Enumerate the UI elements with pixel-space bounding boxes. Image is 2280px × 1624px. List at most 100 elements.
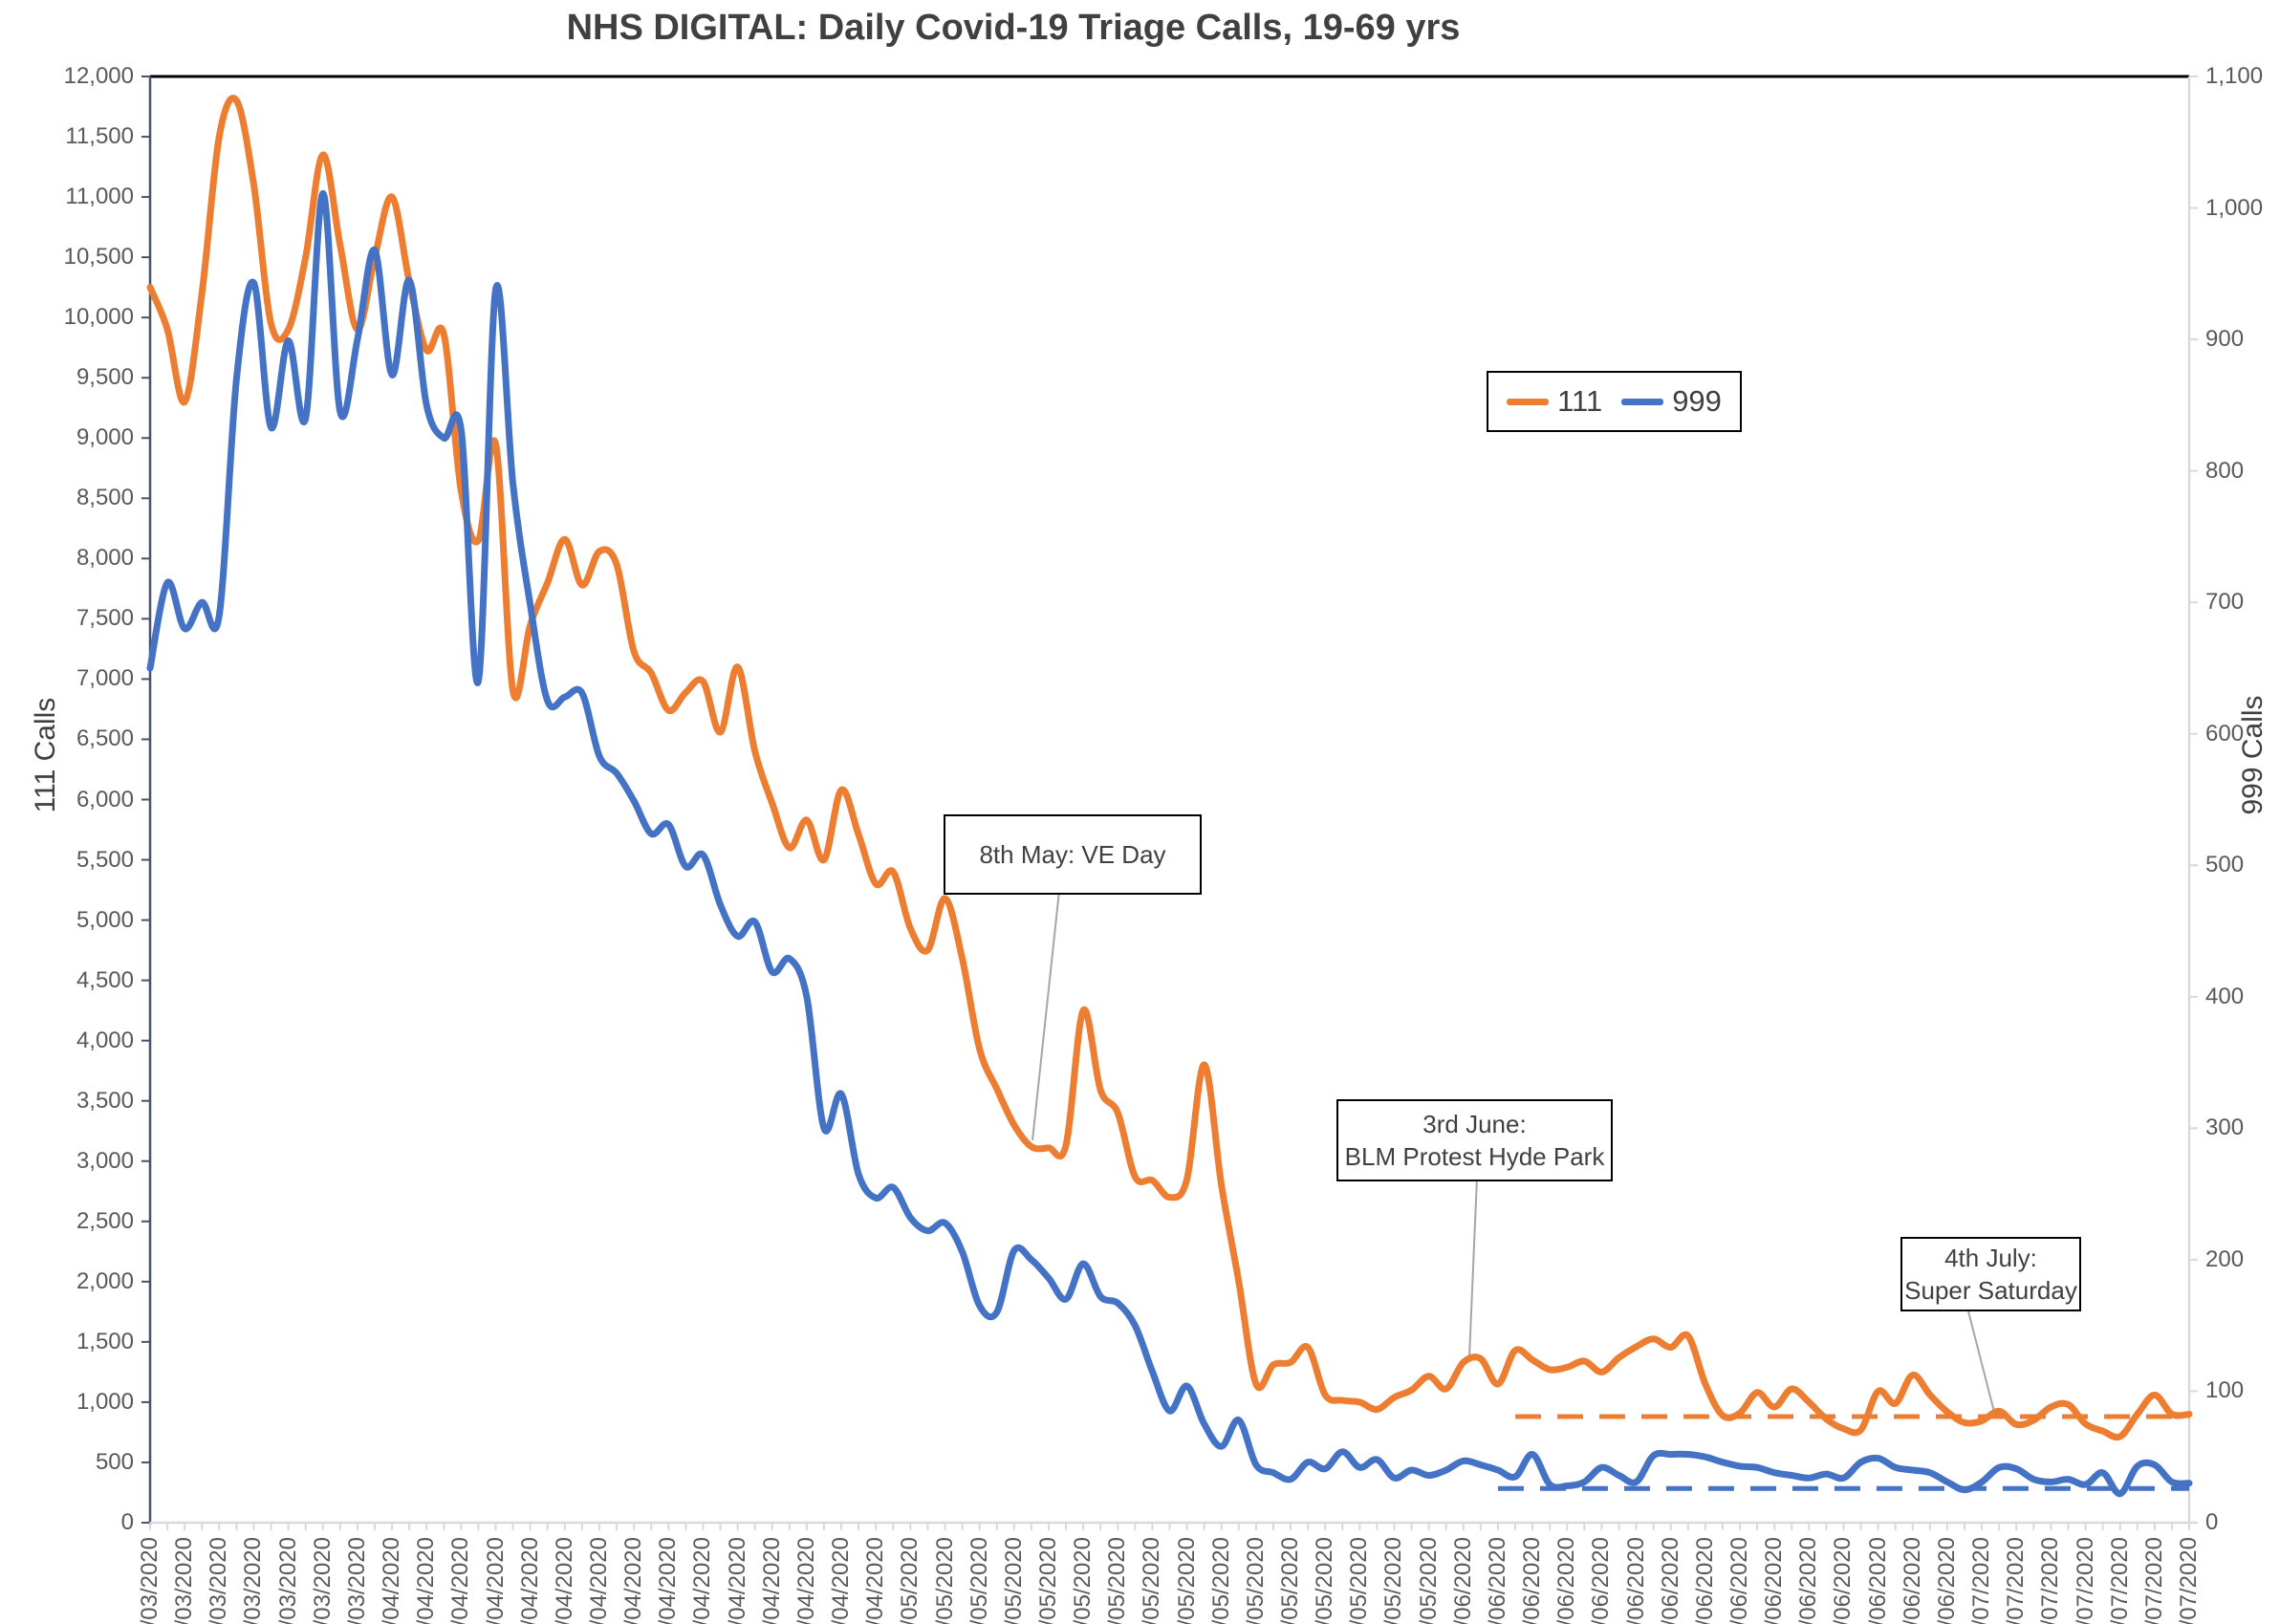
legend-item-111: 111 [1507,384,1602,419]
x-axis-tick-label: 21/04/2020 [724,1537,750,1624]
x-axis-tick-label: 31/05/2020 [1415,1537,1442,1624]
x-axis-tick-label: 04/07/2020 [2003,1537,2030,1624]
annotation-blm-protest: 3rd June: BLM Protest Hyde Park [1336,1099,1613,1181]
left-axis-tick-label: 10,000 [63,304,134,331]
x-axis-tick-label: 06/06/2020 [1519,1537,1546,1624]
x-axis-tick-label: 24/03/2020 [240,1537,267,1624]
x-axis-tick-label: 03/04/2020 [413,1537,440,1624]
left-axis-tick-label: 2,000 [76,1267,134,1294]
annotation-blm-protest-text: 3rd June: [1422,1110,1527,1138]
legend-label-111: 111 [1557,384,1603,418]
x-axis-tick-label: 16/06/2020 [1691,1537,1718,1624]
right-axis-tick-label: 100 [2205,1377,2245,1404]
left-axis-tick-label: 4,000 [76,1027,134,1053]
right-axis-tick-label: 1,000 [2205,194,2264,221]
x-axis-tick-label: 19/05/2020 [1207,1537,1234,1624]
left-axis-tick-label: 6,500 [76,725,134,752]
x-axis-tick-label: 14/06/2020 [1657,1537,1683,1624]
x-axis-tick-label: 20/06/2020 [1761,1537,1788,1624]
x-axis-tick-label: 03/05/2020 [931,1537,958,1624]
x-axis-tick-label: 01/05/2020 [897,1537,923,1624]
x-axis-tick-label: 27/05/2020 [1346,1537,1373,1624]
x-axis-tick-label: 02/06/2020 [1449,1537,1476,1624]
x-axis-tick-label: 07/05/2020 [1000,1537,1027,1624]
right-axis-tick-label: 600 [2205,720,2245,747]
x-axis-tick-label: 08/06/2020 [1553,1537,1580,1624]
legend-swatch-111 [1507,398,1550,405]
legend-label-999: 999 [1672,384,1722,418]
left-axis-tick-label: 4,500 [76,966,134,993]
right-axis-tick-label: 800 [2205,457,2245,484]
left-axis-tick-label: 10,500 [63,244,134,271]
x-axis-tick-label: 17/05/2020 [1173,1537,1200,1624]
left-axis-tick-label: 0 [120,1509,134,1535]
x-axis-tick-label: 06/07/2020 [2037,1537,2064,1624]
left-axis-tick-label: 500 [95,1448,134,1475]
x-axis-tick-label: 19/04/2020 [689,1537,716,1624]
right-axis-tick-label: 0 [2205,1509,2219,1535]
x-axis-tick-label: 22/03/2020 [206,1537,232,1624]
x-axis-tick-label: 04/06/2020 [1484,1537,1510,1624]
x-axis-tick-label: 12/06/2020 [1622,1537,1649,1624]
left-axis-tick-label: 8,000 [76,545,134,572]
x-axis-tick-label: 26/03/2020 [274,1537,301,1624]
right-axis-tick-label: 500 [2205,852,2245,878]
x-axis-tick-label: 05/05/2020 [966,1537,992,1624]
annotation-ve-day: 8th May: VE Day [944,814,1202,895]
annotation-leader-super-saturday [1966,1307,1995,1413]
x-axis-tick-label: 10/06/2020 [1588,1537,1615,1624]
left-axis-tick-label: 2,500 [76,1207,134,1234]
x-axis-tick-label: 11/05/2020 [1070,1537,1097,1624]
x-axis-tick-label: 27/04/2020 [828,1537,855,1624]
x-axis-tick-label: 12/07/2020 [2140,1537,2167,1624]
x-axis-tick-label: 22/06/2020 [1795,1537,1822,1624]
x-axis-tick-label: 07/04/2020 [482,1537,509,1624]
right-axis-title: 999 Calls [2237,695,2269,815]
x-axis-tick-label: 14/07/2020 [2176,1537,2202,1624]
x-axis-tick-label: 17/04/2020 [655,1537,682,1624]
annotation-ve-day-text: 8th May: VE Day [979,840,1166,869]
x-axis-tick-label: 11/04/2020 [551,1537,577,1624]
x-axis-tick-label: 18/06/2020 [1726,1537,1753,1624]
legend: 111 999 [1487,371,1742,432]
x-axis-tick-label: 10/07/2020 [2106,1537,2133,1624]
annotation-leader-ve-day [1031,890,1060,1141]
left-axis-tick-label: 8,500 [76,485,134,511]
series-111-line [146,95,2193,1441]
annotation-leader-blm-protest [1468,1177,1478,1358]
right-axis-tick-label: 300 [2205,1115,2245,1141]
left-axis-tick-label: 5,500 [76,846,134,873]
x-axis-tick-label: 28/06/2020 [1899,1537,1925,1624]
annotation-super-saturday: 4th July: Super Saturday [1900,1237,2081,1311]
x-axis-tick-label: 05/04/2020 [447,1537,474,1624]
right-axis-tick-label: 400 [2205,983,2245,1009]
annotation-super-saturday-text: Super Saturday [1904,1276,2077,1305]
x-axis-tick-label: 23/04/2020 [758,1537,785,1624]
legend-item-999: 999 [1621,384,1722,419]
x-axis-tick-label: 02/07/2020 [1968,1537,1995,1624]
left-axis-tick-label: 7,500 [76,605,134,632]
left-axis-tick-label: 5,000 [76,906,134,933]
annotation-blm-protest-text: BLM Protest Hyde Park [1344,1142,1605,1171]
left-axis-tick-label: 1,500 [76,1328,134,1354]
left-axis-tick-label: 9,500 [76,364,134,391]
x-axis-tick-label: 20/03/2020 [171,1537,198,1624]
x-axis-tick-label: 13/05/2020 [1104,1537,1131,1624]
right-axis-tick-label: 900 [2205,326,2245,353]
left-axis-tick-label: 3,500 [76,1087,134,1114]
x-axis-tick-label: 15/05/2020 [1139,1537,1165,1624]
x-axis-tick-label: 09/05/2020 [1034,1537,1061,1624]
left-axis-tick-label: 7,000 [76,665,134,692]
series-999-line [146,189,2193,1498]
annotation-super-saturday-text: 4th July: [1944,1244,2037,1272]
x-axis-tick-label: 15/04/2020 [620,1537,647,1624]
x-axis-tick-label: 24/06/2020 [1830,1537,1857,1624]
right-axis-tick-label: 1,100 [2205,63,2264,89]
x-axis-tick-label: 29/05/2020 [1380,1537,1407,1624]
chart-title: NHS DIGITAL: Daily Covid-19 Triage Calls… [566,8,1461,48]
left-axis-tick-label: 1,000 [76,1388,134,1415]
left-axis-tick-label: 9,000 [76,424,134,451]
left-axis-tick-label: 11,500 [65,123,134,150]
x-axis-tick-label: 25/05/2020 [1312,1537,1338,1624]
